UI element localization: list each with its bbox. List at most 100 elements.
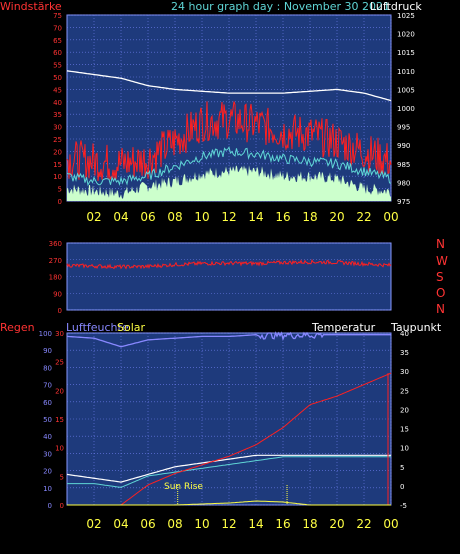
regen-tick-label: 15 xyxy=(55,416,64,424)
compass-w: W xyxy=(436,254,448,268)
temperature-tick-label: 15 xyxy=(400,426,409,434)
temperature-line xyxy=(66,454,391,483)
direction-line xyxy=(66,258,392,270)
pressure-line xyxy=(66,70,392,102)
humidity-tick-label: 40 xyxy=(43,433,52,441)
wind-tick-label: 55 xyxy=(53,62,62,70)
wind-time-tick: 06 xyxy=(140,210,155,224)
wind-time-tick: 20 xyxy=(329,210,344,224)
direction-tick-label: 360 xyxy=(49,240,62,248)
wind-tick-label: 30 xyxy=(53,124,62,132)
solar-line xyxy=(67,500,391,506)
wind-tick-label: 75 xyxy=(53,12,62,20)
wind-time-tick: 02 xyxy=(86,210,101,224)
wind-tick-label: 60 xyxy=(53,49,62,57)
rain-time-tick: 22 xyxy=(356,517,371,531)
wind-time-tick: 14 xyxy=(248,210,263,224)
humidity-tick-label: 0 xyxy=(48,502,52,510)
wind-gust-line xyxy=(66,101,392,182)
humidity-tick-label: 10 xyxy=(43,485,52,493)
temperature-tick-label: 20 xyxy=(400,406,409,414)
wind-time-tick: 08 xyxy=(167,210,182,224)
solar-axis-label: Solar xyxy=(117,321,146,334)
compass-s: S xyxy=(436,270,444,284)
temperature-tick-label: -5 xyxy=(400,502,407,510)
temperature-tick-label: 30 xyxy=(400,368,409,376)
pressure-tick-label: 975 xyxy=(397,198,410,206)
pressure-tick-label: 995 xyxy=(397,124,410,132)
rain-time-tick: 10 xyxy=(194,517,209,531)
wind-time-tick: 22 xyxy=(356,210,371,224)
wind-tick-label: 35 xyxy=(53,111,62,119)
rain-time-tick: 08 xyxy=(167,517,182,531)
axis-labels: 0510152025303540455055606570759759809859… xyxy=(39,12,415,531)
wind-tick-label: 45 xyxy=(53,86,62,94)
humidity-line xyxy=(66,331,391,348)
temperature-tick-label: 25 xyxy=(400,387,409,395)
wind-tick-label: 25 xyxy=(53,136,62,144)
humidity-axis-label: Luftfeuchte xyxy=(66,321,129,334)
wind-low-fill xyxy=(67,165,391,201)
rain-time-tick: 14 xyxy=(248,517,263,531)
wind-time-tick: 16 xyxy=(275,210,290,224)
wind-tick-label: 10 xyxy=(53,173,62,181)
wind-tick-label: 40 xyxy=(53,99,62,107)
direction-tick-label: 0 xyxy=(58,307,62,315)
wind-tick-label: 50 xyxy=(53,74,62,82)
temperature-tick-label: 40 xyxy=(400,330,409,338)
pressure-tick-label: 1020 xyxy=(397,31,415,39)
pressure-tick-label: 985 xyxy=(397,161,410,169)
wind-axis-label: Windstärke xyxy=(0,0,62,13)
pressure-tick-label: 980 xyxy=(397,179,410,187)
dewpoint-line xyxy=(67,456,391,488)
wind-time-tick: 00 xyxy=(383,210,398,224)
direction-series xyxy=(66,258,392,270)
temperature-tick-label: 5 xyxy=(400,464,404,472)
rain-time-tick: 16 xyxy=(275,517,290,531)
humidity-tick-label: 90 xyxy=(43,347,52,355)
humidity-tick-label: 60 xyxy=(43,399,52,407)
rain-temp-series xyxy=(66,331,392,506)
pressure-tick-label: 990 xyxy=(397,142,410,150)
rain-time-tick: 04 xyxy=(113,517,128,531)
rain-time-tick: 00 xyxy=(383,517,398,531)
humidity-tick-label: 20 xyxy=(43,468,52,476)
rain-time-tick: 20 xyxy=(329,517,344,531)
direction-tick-label: 180 xyxy=(49,274,62,282)
humidity-tick-label: 30 xyxy=(43,450,52,458)
sunrise-label: Sun Rise xyxy=(164,482,203,492)
compass-n-bottom: N xyxy=(436,302,445,316)
wind-time-tick: 12 xyxy=(221,210,236,224)
wind-average-line xyxy=(66,146,392,187)
regen-tick-label: 20 xyxy=(55,387,64,395)
compass-n-top: N xyxy=(436,237,445,251)
wind-time-tick: 10 xyxy=(194,210,209,224)
wind-time-tick: 04 xyxy=(113,210,128,224)
direction-grid xyxy=(67,242,391,311)
direction-tick-label: 270 xyxy=(49,257,62,265)
pressure-tick-label: 1015 xyxy=(397,49,415,57)
direction-tick-label: 90 xyxy=(53,290,62,298)
regen-tick-label: 5 xyxy=(60,473,64,481)
pressure-tick-label: 1025 xyxy=(397,12,415,20)
rain-time-tick: 12 xyxy=(221,517,236,531)
rain-time-tick: 02 xyxy=(86,517,101,531)
wind-time-tick: 18 xyxy=(302,210,317,224)
dewpoint-axis-label: Taupunkt xyxy=(390,321,442,334)
regen-axis-label: Regen xyxy=(0,321,35,334)
pressure-tick-label: 1000 xyxy=(397,105,415,113)
rain-time-tick: 06 xyxy=(140,517,155,531)
wind-tick-label: 65 xyxy=(53,37,62,45)
temperature-tick-label: 0 xyxy=(400,483,404,491)
wind-tick-label: 0 xyxy=(58,198,62,206)
rain-temp-grid xyxy=(67,332,392,506)
regen-tick-label: 25 xyxy=(55,359,64,367)
compass-o: O xyxy=(436,286,445,300)
pressure-axis-label: Luftdruck xyxy=(370,0,422,13)
humidity-tick-label: 50 xyxy=(43,416,52,424)
regen-tick-label: 0 xyxy=(60,502,64,510)
regen-tick-label: 30 xyxy=(55,330,64,338)
wind-series xyxy=(66,70,392,201)
